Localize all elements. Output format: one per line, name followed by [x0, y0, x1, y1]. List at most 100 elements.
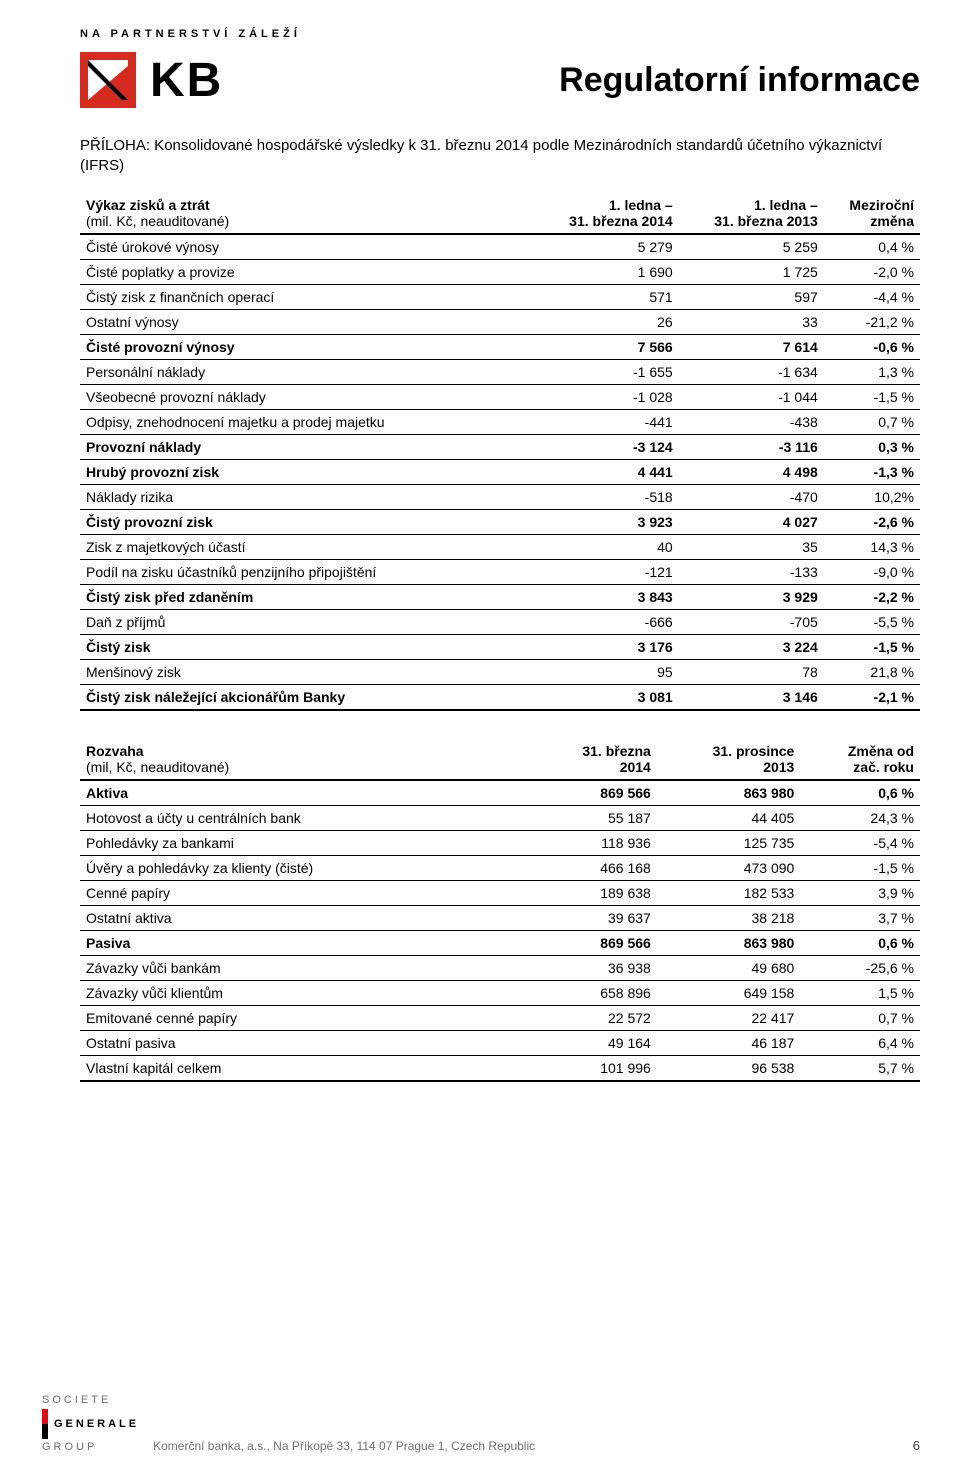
table-row: Závazky vůči klientům658 896649 1581,5 %	[80, 980, 920, 1005]
t2-col3-l2: 2013	[763, 759, 794, 775]
row-value: 5,7 %	[800, 1055, 920, 1081]
t1-col4-l1: Meziroční	[849, 197, 914, 213]
kb-logo-icon	[80, 52, 136, 108]
row-label: Menšinový zisk	[80, 659, 534, 684]
table-row: Cenné papíry189 638182 5333,9 %	[80, 880, 920, 905]
row-value: 95	[534, 659, 679, 684]
row-value: 118 936	[534, 830, 657, 855]
table-row: Ostatní pasiva49 16446 1876,4 %	[80, 1030, 920, 1055]
row-value: -1 028	[534, 384, 679, 409]
row-value: 4 498	[679, 459, 824, 484]
table-row: Emitované cenné papíry22 57222 4170,7 %	[80, 1005, 920, 1030]
row-label: Čisté poplatky a provize	[80, 259, 534, 284]
logo: KB	[80, 52, 223, 108]
table-row: Náklady rizika-518-47010,2%	[80, 484, 920, 509]
row-label: Hrubý provozní zisk	[80, 459, 534, 484]
sg-bar-icon	[42, 1409, 48, 1439]
row-value: -441	[534, 409, 679, 434]
row-value: 4 441	[534, 459, 679, 484]
t1-col4-l2: změna	[870, 213, 914, 229]
sg-line2-text: GENERALE	[54, 1418, 139, 1430]
table-row: Personální náklady-1 655-1 6341,3 %	[80, 359, 920, 384]
t1-caption-sub: (mil. Kč, neauditované)	[86, 213, 229, 229]
row-value: 22 417	[657, 1005, 801, 1030]
row-value: 55 187	[534, 805, 657, 830]
t2-caption-sub: (mil, Kč, neauditované)	[86, 759, 229, 775]
t1-col3-l2: 31. března 2013	[714, 213, 818, 229]
row-value: 3 081	[534, 684, 679, 710]
row-value: 3 224	[679, 634, 824, 659]
sg-group-logo: SOCIETE GENERALE GROUP	[42, 1392, 139, 1457]
row-value: 49 680	[657, 955, 801, 980]
tagline: NA PARTNERSTVÍ ZÁLEŽÍ	[80, 28, 920, 40]
row-label: Emitované cenné papíry	[80, 1005, 534, 1030]
row-value: 4 027	[679, 509, 824, 534]
row-value: 1,5 %	[800, 980, 920, 1005]
row-value: 125 735	[657, 830, 801, 855]
row-value: 1,3 %	[824, 359, 920, 384]
row-value: 0,7 %	[824, 409, 920, 434]
row-value: -25,6 %	[800, 955, 920, 980]
row-value: -133	[679, 559, 824, 584]
row-value: 597	[679, 284, 824, 309]
row-value: 78	[679, 659, 824, 684]
row-label: Ostatní výnosy	[80, 309, 534, 334]
row-value: -666	[534, 609, 679, 634]
table-row: Provozní náklady-3 124-3 1160,3 %	[80, 434, 920, 459]
row-label: Čistý zisk náležející akcionářům Banky	[80, 684, 534, 710]
t1-col3-header: 1. ledna – 31. března 2013	[679, 193, 824, 234]
row-value: 863 980	[657, 780, 801, 806]
row-value: -1,5 %	[800, 855, 920, 880]
row-value: 3 923	[534, 509, 679, 534]
row-value: 49 164	[534, 1030, 657, 1055]
row-value: -2,1 %	[824, 684, 920, 710]
t1-col2-l2: 31. března 2014	[569, 213, 673, 229]
table-row: Čistý zisk z finančních operací571597-4,…	[80, 284, 920, 309]
page-number: 6	[913, 1438, 920, 1457]
row-label: Aktiva	[80, 780, 534, 806]
row-value: -1 634	[679, 359, 824, 384]
row-label: Hotovost a účty u centrálních bank	[80, 805, 534, 830]
table-row: Čisté úrokové výnosy5 2795 2590,4 %	[80, 234, 920, 260]
table-row: Čistý zisk před zdaněním3 8433 929-2,2 %	[80, 584, 920, 609]
header-row: KB Regulatorní informace	[80, 52, 920, 108]
sg-line2: GENERALE	[42, 1409, 139, 1439]
table-row: Zisk z majetkových účastí403514,3 %	[80, 534, 920, 559]
table-row: Menšinový zisk957821,8 %	[80, 659, 920, 684]
t2-col2-l1: 31. března	[582, 743, 650, 759]
row-label: Čisté úrokové výnosy	[80, 234, 534, 260]
row-value: 0,7 %	[800, 1005, 920, 1030]
row-value: -4,4 %	[824, 284, 920, 309]
row-label: Vlastní kapitál celkem	[80, 1055, 534, 1081]
row-value: -2,6 %	[824, 509, 920, 534]
row-value: 3,7 %	[800, 905, 920, 930]
row-value: -1,5 %	[824, 634, 920, 659]
row-label: Čistý zisk z finančních operací	[80, 284, 534, 309]
income-statement-table: Výkaz zisků a ztrát (mil. Kč, neauditova…	[80, 193, 920, 711]
row-value: 36 938	[534, 955, 657, 980]
row-value: 189 638	[534, 880, 657, 905]
row-label: Pohledávky za bankami	[80, 830, 534, 855]
row-label: Úvěry a pohledávky za klienty (čisté)	[80, 855, 534, 880]
t2-col4-header: Změna od zač. roku	[800, 739, 920, 780]
row-value: -21,2 %	[824, 309, 920, 334]
row-value: 649 158	[657, 980, 801, 1005]
row-value: 658 896	[534, 980, 657, 1005]
row-value: -705	[679, 609, 824, 634]
table-row: Aktiva869 566863 9800,6 %	[80, 780, 920, 806]
row-label: Čistý zisk	[80, 634, 534, 659]
t1-body: Čisté úrokové výnosy5 2795 2590,4 %Čisté…	[80, 234, 920, 710]
t2-col2-l2: 2014	[620, 759, 651, 775]
row-value: 24,3 %	[800, 805, 920, 830]
row-value: 0,4 %	[824, 234, 920, 260]
row-value: 3,9 %	[800, 880, 920, 905]
t1-caption: Výkaz zisků a ztrát (mil. Kč, neauditova…	[80, 193, 534, 234]
table-row: Čistý zisk3 1763 224-1,5 %	[80, 634, 920, 659]
row-value: 101 996	[534, 1055, 657, 1081]
row-value: 38 218	[657, 905, 801, 930]
row-value: 10,2%	[824, 484, 920, 509]
row-value: 46 187	[657, 1030, 801, 1055]
row-value: -9,0 %	[824, 559, 920, 584]
row-value: 96 538	[657, 1055, 801, 1081]
table-row: Úvěry a pohledávky za klienty (čisté)466…	[80, 855, 920, 880]
